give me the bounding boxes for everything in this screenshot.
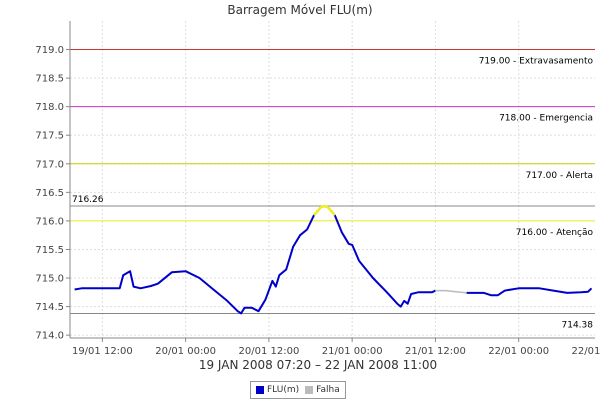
threshold-label: 719.00 - Extravasamento	[479, 57, 594, 67]
y-tick-label: 717.5	[35, 131, 64, 142]
y-tick-label: 718.5	[35, 74, 64, 85]
legend-swatch-falha	[305, 386, 314, 394]
x-tick-label: 22/01 00:00	[488, 346, 549, 357]
reference-lines: 719.00 - Extravasamento 718.00 - Emergenc…	[70, 49, 595, 330]
y-tick-label: 715.5	[35, 245, 64, 256]
threshold-label: 718.00 - Emergencia	[499, 114, 593, 124]
legend-swatch-flu	[256, 386, 264, 394]
y-tick-label: 714.5	[35, 302, 64, 313]
x-axis-range-label: 19 JAN 2008 07:20 – 22 JAN 2008 11:00	[199, 358, 437, 372]
x-tick-label: 22/01 12:00	[572, 346, 600, 357]
legend: FLU(m) Falha	[250, 381, 346, 399]
x-tick-label: 19/01 12:00	[72, 346, 133, 357]
y-tick-label: 718.0	[35, 102, 64, 113]
min-label: 714.38	[562, 320, 594, 330]
axes: 714.0 714.5 715.0 715.5 716.0 716.5 717.0 717.5…	[35, 21, 600, 357]
y-tick-label: 715.0	[35, 274, 64, 285]
legend-label-flu: FLU(m)	[267, 385, 300, 395]
x-tick-label: 21/01 00:00	[322, 346, 383, 357]
series-line-flu	[466, 287, 593, 297]
x-tick-label: 20/01 00:00	[155, 346, 216, 357]
y-tick-label: 719.0	[35, 45, 64, 56]
y-tick-label: 716.0	[35, 216, 64, 227]
series-highlight-above-attention	[313, 204, 336, 217]
y-tick-label: 716.5	[35, 188, 64, 199]
chart-title: Barragem Móvel FLU(m)	[227, 3, 372, 17]
y-tick-label: 714.0	[35, 331, 64, 342]
series-line-falha	[435, 289, 467, 294]
series-line-flu	[74, 205, 436, 315]
legend-label-falha: Falha	[316, 385, 340, 395]
threshold-label: 717.00 - Alerta	[526, 171, 593, 181]
legend-item-falha: Falha	[305, 385, 340, 395]
x-tick-label: 21/01 12:00	[405, 346, 466, 357]
threshold-label: 716.00 - Atenção	[516, 228, 594, 238]
legend-item-flu: FLU(m)	[256, 385, 299, 395]
x-tick-label: 20/01 12:00	[238, 346, 299, 357]
plot-area	[70, 21, 595, 338]
grid	[70, 21, 595, 338]
series	[74, 204, 593, 315]
max-label: 716.26	[72, 195, 104, 205]
y-tick-label: 717.0	[35, 159, 64, 170]
